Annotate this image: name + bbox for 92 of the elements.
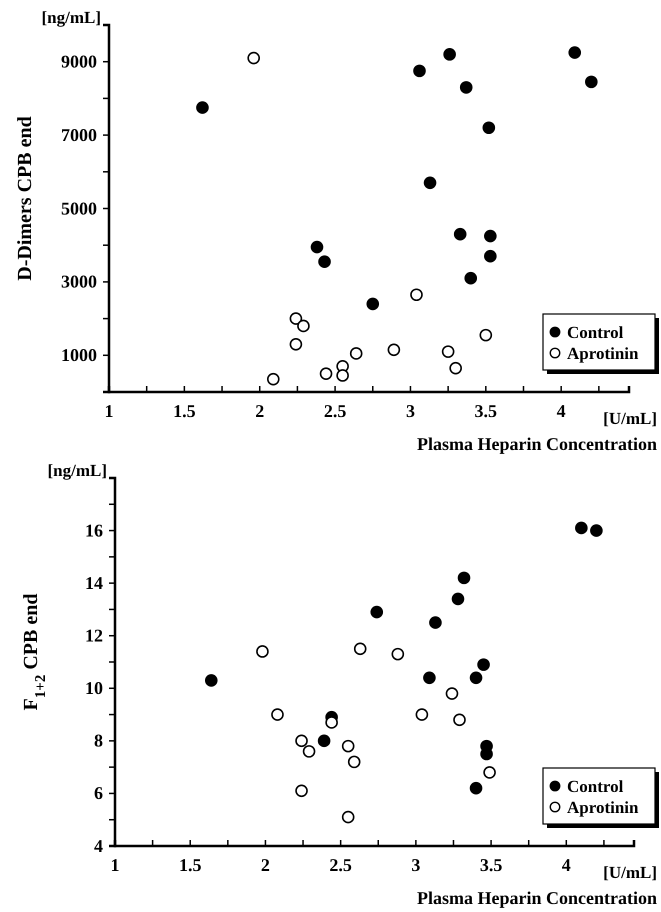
- point: [484, 250, 497, 262]
- point: [460, 81, 473, 94]
- y-tick-label: 9000: [61, 51, 97, 72]
- y-tick-label: 5000: [61, 198, 97, 218]
- y-tick-label: 1000: [61, 345, 97, 366]
- point: [297, 320, 310, 332]
- point: [247, 52, 260, 64]
- point: [204, 674, 218, 687]
- point: [348, 756, 360, 768]
- x-tick-label: 1: [104, 400, 114, 421]
- x-tick-label: 1.5: [178, 854, 202, 875]
- point: [336, 369, 349, 382]
- point: [310, 240, 324, 254]
- point: [442, 345, 454, 358]
- point: [318, 734, 330, 748]
- point: [568, 46, 582, 59]
- x-tick-label: 1: [110, 854, 120, 875]
- x-axis-title: Plasma Heparin Concentration: [417, 888, 657, 908]
- legend-label: Control: [567, 323, 624, 342]
- point: [453, 714, 466, 726]
- point: [477, 658, 490, 671]
- y-tick-label: 3000: [61, 272, 97, 292]
- text: [U/mL]: [603, 409, 657, 428]
- point: [410, 288, 423, 302]
- point: [318, 255, 331, 268]
- point: [325, 716, 338, 729]
- point: [429, 616, 442, 629]
- point: [480, 328, 492, 342]
- legend-label: Aprotinin: [567, 344, 640, 363]
- y-tick-label: 10: [85, 678, 103, 698]
- point: [585, 76, 598, 88]
- point: [271, 708, 284, 721]
- x-tick-label: 4: [562, 854, 571, 875]
- y-tick-label: 4: [94, 836, 103, 856]
- point: [484, 230, 497, 242]
- point: [342, 810, 354, 824]
- y-tick-label: 6: [94, 783, 103, 804]
- x-tick-label: 3.5: [480, 854, 502, 875]
- point: [295, 784, 308, 798]
- point: [290, 338, 302, 351]
- point: [575, 522, 588, 534]
- point: [370, 606, 384, 618]
- x-tick-label: 3.5: [474, 400, 498, 421]
- point: [266, 372, 280, 386]
- x-tick-label: 2.5: [329, 854, 352, 875]
- point: [388, 344, 400, 356]
- point: [482, 121, 496, 134]
- point: [470, 671, 482, 684]
- point: [449, 362, 462, 374]
- point: [470, 782, 482, 794]
- legend-label: Aprotinin: [567, 798, 640, 817]
- x-tick-label: 3: [411, 854, 420, 875]
- point: [590, 524, 603, 537]
- point: [320, 367, 332, 380]
- point: [392, 648, 404, 660]
- point: [454, 228, 466, 240]
- y-tick-label: 14: [85, 572, 103, 593]
- y-axis-title: D-Dimers CPB end: [14, 116, 36, 281]
- point: [464, 272, 478, 285]
- point: [413, 64, 426, 78]
- point: [196, 101, 209, 114]
- point: [350, 347, 362, 360]
- y-tick-label: 16: [85, 520, 103, 540]
- text: [U/mL]: [603, 863, 657, 882]
- x-tick-label: 2: [260, 854, 270, 875]
- y-tick-label: 8: [94, 730, 103, 751]
- x-tick-label: 4: [556, 400, 566, 421]
- point: [483, 766, 496, 779]
- point: [416, 708, 428, 721]
- y-tick-label: 12: [85, 625, 103, 646]
- point: [443, 48, 456, 61]
- point: [366, 298, 380, 310]
- point: [458, 572, 470, 584]
- point: [424, 176, 436, 190]
- point: [295, 734, 308, 748]
- point: [290, 312, 302, 325]
- text: [ng/mL]: [42, 8, 101, 27]
- legend-label: Control: [567, 777, 624, 796]
- point: [446, 687, 458, 700]
- x-tick-label: 1.5: [173, 400, 196, 421]
- text: [ng/mL]: [48, 461, 107, 480]
- x-axis-title: Plasma Heparin Concentration: [417, 434, 657, 454]
- point: [423, 671, 436, 684]
- x-tick-label: 2: [255, 400, 264, 421]
- point: [342, 740, 354, 752]
- point: [302, 745, 316, 758]
- point: [256, 645, 269, 658]
- x-tick-label: 2.5: [324, 400, 346, 421]
- x-tick-label: 3: [406, 400, 415, 421]
- point: [452, 592, 464, 606]
- y-tick-label: 7000: [61, 124, 97, 145]
- point: [354, 642, 367, 656]
